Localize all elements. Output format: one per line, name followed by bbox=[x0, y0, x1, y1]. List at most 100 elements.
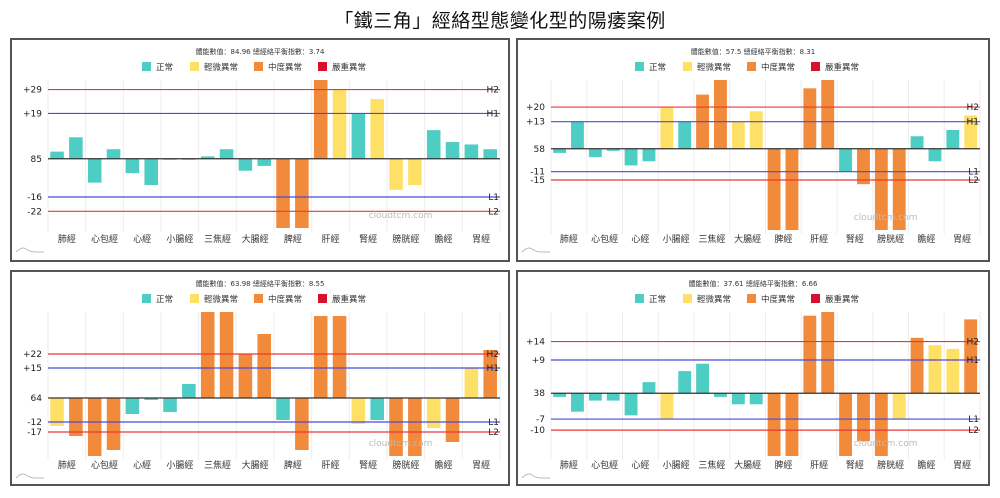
bar-腎經-right bbox=[370, 99, 384, 159]
x-tick-label: 膽經 bbox=[434, 233, 452, 245]
baseline-label: 85 bbox=[31, 155, 42, 165]
bar-心包經-left bbox=[87, 398, 102, 456]
watermark: cloudtcm.com bbox=[854, 213, 918, 223]
ref-tick-label: +22 bbox=[23, 350, 42, 360]
bar-肺經-left bbox=[553, 393, 567, 397]
legend-swatch-n bbox=[142, 62, 151, 71]
watermark: cloudtcm.com bbox=[854, 439, 918, 449]
ref-line-name: L2 bbox=[968, 176, 979, 186]
bar-肝經-right bbox=[332, 89, 347, 159]
baseline-label: 64 bbox=[31, 394, 43, 404]
x-tick-label: 心經 bbox=[133, 459, 151, 471]
wave-icon bbox=[521, 473, 550, 479]
ref-tick-label: -15 bbox=[530, 176, 545, 186]
ref-tick-label: -12 bbox=[27, 418, 42, 428]
ref-line-name: L2 bbox=[968, 426, 979, 436]
bar-肝經-left bbox=[803, 315, 817, 394]
x-tick-label: 心經 bbox=[631, 233, 649, 245]
chart-panel-4: 體能數值：37.61 總經絡平衡指數：6.66 正常 輕微異常 中度異常 嚴重異常 38 +… bbox=[516, 270, 990, 486]
legend-label: 正常 bbox=[156, 294, 173, 305]
bar-肺經-right bbox=[571, 393, 584, 412]
x-tick-label: 膽經 bbox=[434, 459, 452, 471]
bar-心包經-left bbox=[588, 393, 602, 401]
bar-心經-right bbox=[144, 158, 158, 186]
ref-tick-label: +15 bbox=[23, 364, 42, 374]
x-tick-label: 心經 bbox=[631, 459, 649, 471]
legend-swatch-m bbox=[254, 62, 263, 71]
bar-小腸經-left bbox=[163, 398, 177, 412]
bar-膀胱經-right bbox=[892, 393, 906, 420]
bar-肝經-left bbox=[803, 88, 817, 149]
bar-小腸經-left bbox=[660, 393, 674, 420]
legend-swatch-l bbox=[190, 62, 199, 71]
legend-swatch-s bbox=[318, 62, 327, 71]
x-tick-label: 心包經 bbox=[591, 459, 618, 471]
x-tick-label: 腎經 bbox=[359, 233, 377, 245]
legend-label: 輕微異常 bbox=[204, 294, 238, 305]
x-tick-label: 三焦經 bbox=[204, 233, 231, 245]
ref-tick-label: +19 bbox=[23, 109, 42, 119]
bar-大腸經-right bbox=[257, 334, 271, 398]
x-tick-label: 膽經 bbox=[917, 233, 935, 245]
bar-心包經-left bbox=[588, 148, 602, 158]
legend-label: 輕微異常 bbox=[204, 62, 238, 73]
legend-swatch-n bbox=[142, 294, 151, 303]
legend-swatch-n bbox=[635, 62, 644, 71]
bar-膽經-right bbox=[445, 142, 460, 159]
bar-腎經-right bbox=[857, 393, 870, 442]
wave-icon bbox=[15, 473, 44, 479]
x-tick-label: 膀胱經 bbox=[877, 233, 904, 245]
bar-心包經-right bbox=[606, 393, 620, 401]
ref-line-name: H2 bbox=[487, 350, 500, 360]
stats-text: 體能數值：63.98 總經絡平衡指數：8.55 bbox=[196, 279, 325, 288]
chart-svg: 體能數值：63.98 總經絡平衡指數：8.55 正常 輕微異常 中度異常 嚴重異常 64 +… bbox=[15, 279, 501, 479]
ref-tick-label: -22 bbox=[27, 207, 42, 217]
bar-小腸經-right bbox=[182, 384, 196, 398]
chart-panel-3: 體能數值：63.98 總經絡平衡指數：8.55 正常 輕微異常 中度異常 嚴重異常 64 +… bbox=[10, 270, 510, 486]
ref-line-name: L1 bbox=[488, 418, 499, 428]
bar-大腸經-left bbox=[731, 121, 745, 149]
x-tick-label: 小腸經 bbox=[663, 233, 690, 245]
baseline-label: 58 bbox=[534, 145, 546, 155]
chart-panel-2: 體能數值：57.5 總經絡平衡指數：8.31 正常 輕微異常 中度異常 嚴重異常 58 +2… bbox=[516, 38, 990, 262]
legend-swatch-l bbox=[683, 62, 692, 71]
bar-肺經-left bbox=[50, 398, 64, 426]
x-tick-label: 小腸經 bbox=[166, 459, 193, 471]
bar-膽經-left bbox=[910, 136, 924, 149]
bar-胃經-left bbox=[464, 144, 479, 159]
x-tick-label: 肺經 bbox=[58, 233, 76, 245]
legend-swatch-n bbox=[635, 294, 644, 303]
bar-脾經-left bbox=[767, 393, 781, 456]
bar-肺經-left bbox=[553, 148, 567, 153]
legend-swatch-m bbox=[747, 294, 756, 303]
bar-胃經-right bbox=[964, 115, 978, 149]
ref-line-name: H1 bbox=[967, 356, 980, 366]
x-tick-label: 小腸經 bbox=[166, 233, 193, 245]
legend-swatch-l bbox=[683, 294, 692, 303]
x-tick-label: 腎經 bbox=[846, 459, 864, 471]
legend-label: 輕微異常 bbox=[697, 294, 731, 305]
bar-脾經-right bbox=[785, 148, 799, 230]
ref-line-name: H1 bbox=[487, 364, 500, 374]
bar-三焦經-left bbox=[200, 312, 215, 398]
legend-label: 中度異常 bbox=[268, 62, 302, 73]
bar-心經-left bbox=[125, 398, 140, 414]
x-tick-label: 大腸經 bbox=[734, 459, 761, 471]
bar-心包經-right bbox=[106, 398, 121, 450]
bar-大腸經-left bbox=[238, 158, 253, 171]
ref-line-name: H2 bbox=[487, 86, 500, 96]
bar-小腸經-right bbox=[678, 371, 692, 394]
baseline-label: 38 bbox=[534, 389, 546, 399]
bar-肝經-right bbox=[332, 316, 347, 398]
bar-膽經-left bbox=[426, 398, 441, 428]
bar-膀胱經-right bbox=[408, 398, 422, 456]
bar-膽經-left bbox=[910, 337, 924, 394]
ref-tick-label: -11 bbox=[530, 168, 545, 178]
x-tick-label: 膀胱經 bbox=[392, 459, 419, 471]
stats-text: 體能數值：57.5 總經絡平衡指數：8.31 bbox=[691, 47, 815, 56]
legend-label: 輕微異常 bbox=[697, 62, 731, 73]
bar-膀胱經-left bbox=[389, 158, 403, 190]
bar-胃經-left bbox=[464, 368, 479, 398]
legend-label: 嚴重異常 bbox=[332, 294, 366, 305]
bar-膀胱經-right bbox=[408, 158, 422, 186]
